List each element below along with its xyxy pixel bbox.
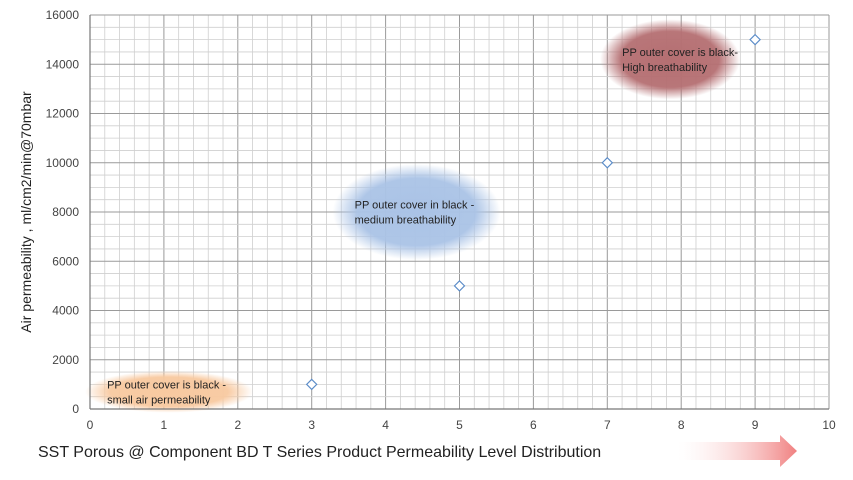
data-point-diamond bbox=[601, 156, 614, 169]
annotation-ellipse bbox=[600, 19, 741, 100]
x-tick-label: 7 bbox=[604, 418, 611, 432]
axes: 0 1 2 3 4 5 6 7 8 9 10 0 2000 4000 6000 8000 10000 12000 1… bbox=[46, 8, 836, 432]
annotation-text: medium breathability bbox=[355, 215, 457, 227]
y-tick-label: 0 bbox=[72, 402, 79, 416]
x-tick-label: 1 bbox=[161, 418, 168, 432]
data-point-diamond bbox=[453, 280, 466, 292]
annotation-ellipse bbox=[85, 370, 254, 413]
y-tick-label: 12000 bbox=[46, 107, 80, 121]
x-tick-label: 10 bbox=[822, 418, 836, 432]
x-tick-label: 5 bbox=[456, 418, 463, 432]
grid-lines bbox=[89, 14, 830, 410]
annotation-bubble: PP outer cover is black - small air perme… bbox=[85, 370, 254, 413]
x-tick-label: 3 bbox=[308, 418, 315, 432]
x-tick-label: 0 bbox=[87, 418, 94, 432]
annotation-bubble: PP outer cover in black - medium breathab… bbox=[332, 164, 501, 260]
annotation-text: High breathability bbox=[622, 62, 707, 74]
annotation-text: small air permeability bbox=[107, 394, 211, 406]
x-tick-label: 4 bbox=[382, 418, 389, 432]
annotation-text: PP outer cover is black - bbox=[107, 379, 226, 391]
y-tick-label: 6000 bbox=[52, 254, 79, 268]
annotation-text: PP outer cover in black - bbox=[355, 200, 475, 212]
x-axis-arrow-icon bbox=[678, 435, 797, 467]
y-tick-label: 4000 bbox=[52, 304, 79, 318]
y-axis-label: Air permeability , ml/cm2/min@70mbar bbox=[18, 91, 34, 333]
x-tick-label: 2 bbox=[234, 418, 241, 432]
y-tick-label: 2000 bbox=[52, 353, 79, 367]
data-point-diamond bbox=[749, 33, 761, 46]
y-tick-label: 16000 bbox=[46, 8, 80, 22]
y-tick-label: 8000 bbox=[52, 205, 79, 219]
x-tick-label: 6 bbox=[530, 418, 537, 432]
x-axis-label: SST Porous @ Component BD T Series Produ… bbox=[38, 444, 601, 461]
annotation-ellipse bbox=[332, 164, 501, 260]
y-tick-label: 14000 bbox=[46, 57, 80, 71]
x-tick-label: 9 bbox=[752, 418, 759, 432]
data-point-diamond bbox=[305, 378, 318, 391]
x-tick-label: 8 bbox=[678, 418, 685, 432]
annotation-text: PP outer cover is black- bbox=[622, 47, 738, 59]
annotation-bubbles: PP outer cover is black - small air perme… bbox=[85, 19, 741, 413]
y-tick-label: 10000 bbox=[46, 156, 80, 170]
data-points bbox=[305, 33, 761, 391]
annotation-bubble: PP outer cover is black- High breathabili… bbox=[600, 19, 741, 100]
